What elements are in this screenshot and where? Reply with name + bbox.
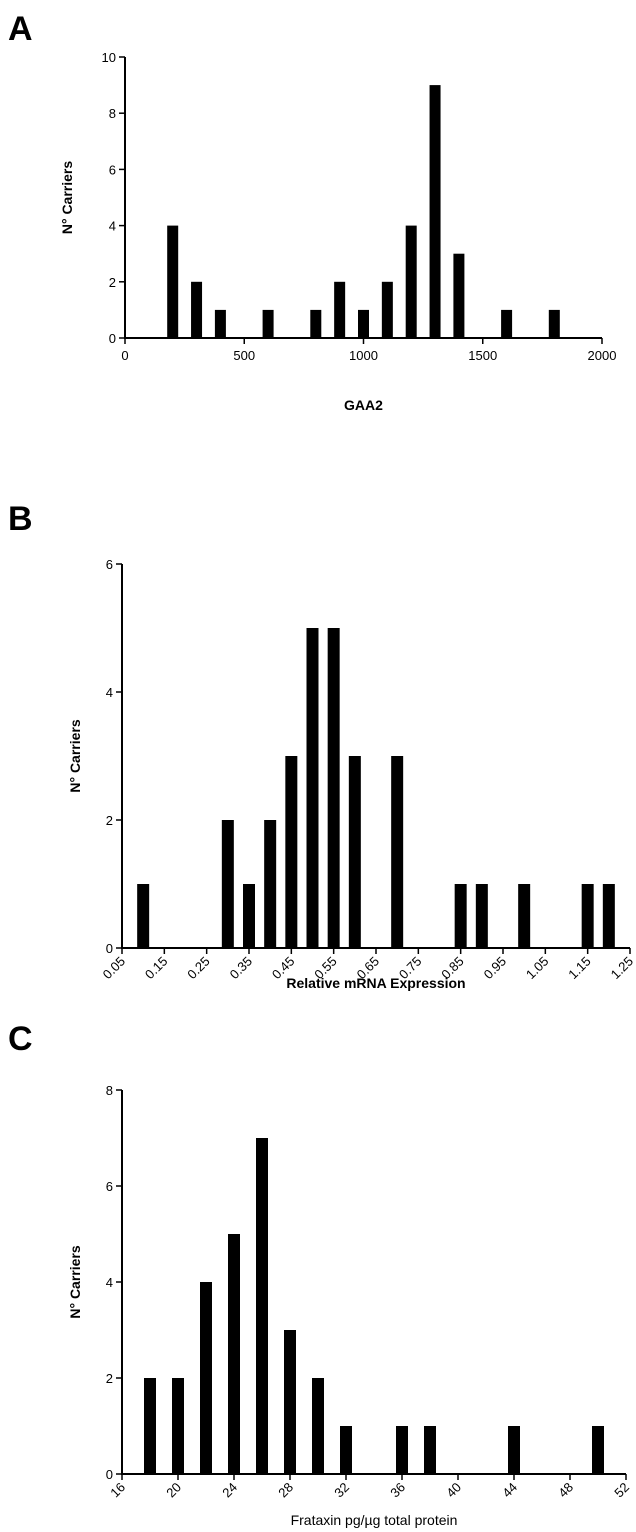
- chart-1-bar: [285, 756, 298, 948]
- chart-0-bar: [334, 281, 346, 338]
- chart-2-bar: [424, 1426, 436, 1474]
- chart-1-bar: [518, 884, 531, 948]
- chart-1-y-tick-label: 2: [106, 813, 113, 828]
- chart-0-y-tick-label: 6: [109, 162, 116, 177]
- chart-1-x-tick-label: 0.25: [184, 954, 213, 983]
- chart-2-x-axis-title: Frataxin pg/µg total protein: [291, 1512, 458, 1528]
- chart-0-y-tick-label: 4: [109, 219, 116, 234]
- chart-2-bar: [228, 1234, 240, 1474]
- chart-1-x-tick-label: 0.05: [100, 954, 129, 983]
- chart-2-bar: [312, 1378, 324, 1474]
- chart-1-bar: [137, 884, 150, 948]
- chart-2-x-tick-label: 32: [331, 1480, 352, 1501]
- chart-2-bar: [508, 1426, 520, 1474]
- chart-0-x-tick-label: 1500: [468, 348, 497, 363]
- chart-0-y-axis-title: N° Carriers: [59, 161, 75, 235]
- chart-0-x-tick-label: 2000: [588, 348, 617, 363]
- chart-0-bar: [429, 85, 441, 338]
- chart-1-bar: [306, 628, 319, 948]
- chart-0-bar: [405, 225, 417, 338]
- chart-2-x-tick-label: 24: [219, 1480, 240, 1501]
- chart-2-bar: [144, 1378, 156, 1474]
- chart-0-x-tick-label: 1000: [349, 348, 378, 363]
- chart-1-x-tick-label: 0.15: [142, 954, 171, 983]
- chart-1-bar: [391, 756, 404, 948]
- chart-2-bar: [284, 1330, 296, 1474]
- chart-0-bar: [548, 309, 560, 338]
- chart-1-bar: [454, 884, 467, 948]
- chart-2-x-tick-label: 28: [275, 1480, 296, 1501]
- chart-0-y-tick-label: 0: [109, 331, 116, 346]
- chart-0-bar: [310, 309, 322, 338]
- chart-1-y-tick-label: 6: [106, 557, 113, 572]
- chart-0-bar: [167, 225, 179, 338]
- chart-0-x-tick-label: 500: [233, 348, 255, 363]
- chart-0-x-axis-title: GAA2: [344, 397, 383, 413]
- chart-2-x-tick-label: 36: [387, 1480, 408, 1501]
- chart-0-bar: [501, 309, 513, 338]
- chart-2-bar: [396, 1426, 408, 1474]
- chart-2-x-tick-label: 52: [611, 1480, 632, 1501]
- chart-2-y-tick-label: 8: [106, 1083, 113, 1098]
- chart-2-bar: [592, 1426, 604, 1474]
- chart-1-bar: [581, 884, 594, 948]
- chart-1-x-tick-label: 1.25: [608, 954, 636, 983]
- chart-0-y-tick-label: 10: [102, 50, 116, 65]
- chart-2-x-tick-label: 40: [443, 1480, 464, 1501]
- chart-0-bar: [358, 309, 369, 338]
- chart-1-bar: [327, 628, 340, 948]
- chart-2-y-axis-title: N° Carriers: [67, 1245, 83, 1319]
- chart-2-bar: [172, 1378, 184, 1474]
- chart-2-y-tick-label: 4: [106, 1275, 113, 1290]
- chart-0-y-tick-label: 8: [109, 106, 116, 121]
- chart-1-x-tick-label: 0.35: [227, 954, 256, 983]
- chart-2-bar: [340, 1426, 352, 1474]
- chart-2-y-tick-label: 0: [106, 1467, 113, 1482]
- chart-2-x-tick-label: 16: [107, 1480, 128, 1501]
- chart-0-bar: [262, 309, 274, 338]
- chart-0-bar: [214, 309, 226, 338]
- chart-1-x-tick-label: 0.95: [481, 954, 510, 983]
- chart-2-y-tick-label: 2: [106, 1371, 113, 1386]
- chart-2-x-tick-label: 48: [555, 1480, 576, 1501]
- chart-1-bar: [221, 820, 234, 948]
- chart-0-bar: [453, 253, 465, 338]
- chart-1-bar: [348, 756, 361, 948]
- chart-1-bar: [602, 884, 615, 948]
- chart-1-x-axis-title: Relative mRNA Expression: [286, 975, 465, 991]
- chart-2-x-tick-label: 20: [163, 1480, 184, 1501]
- chart-2-panel-letter: C: [8, 1020, 33, 1058]
- chart-1-y-tick-label: 0: [106, 941, 113, 956]
- chart-1-bar: [475, 884, 488, 948]
- chart-1-bar: [264, 820, 277, 948]
- chart-1-y-axis-title: N° Carriers: [67, 719, 83, 793]
- chart-1-x-tick-label: 1.15: [565, 954, 594, 983]
- chart-2-y-tick-label: 6: [106, 1179, 113, 1194]
- chart-1-x-tick-label: 1.05: [523, 954, 552, 983]
- chart-2-bar: [200, 1282, 212, 1474]
- chart-0-x-tick-label: 0: [121, 348, 128, 363]
- chart-1-panel-letter: B: [8, 500, 33, 538]
- chart-1-y-tick-label: 4: [106, 685, 113, 700]
- chart-0-panel-letter: A: [8, 10, 33, 48]
- chart-2-bar: [256, 1138, 268, 1474]
- chart-0-y-tick-label: 2: [109, 275, 116, 290]
- chart-2-x-tick-label: 44: [499, 1480, 520, 1501]
- chart-1-bar: [243, 884, 255, 948]
- chart-0-bar: [191, 281, 203, 338]
- chart-0-bar: [381, 281, 393, 338]
